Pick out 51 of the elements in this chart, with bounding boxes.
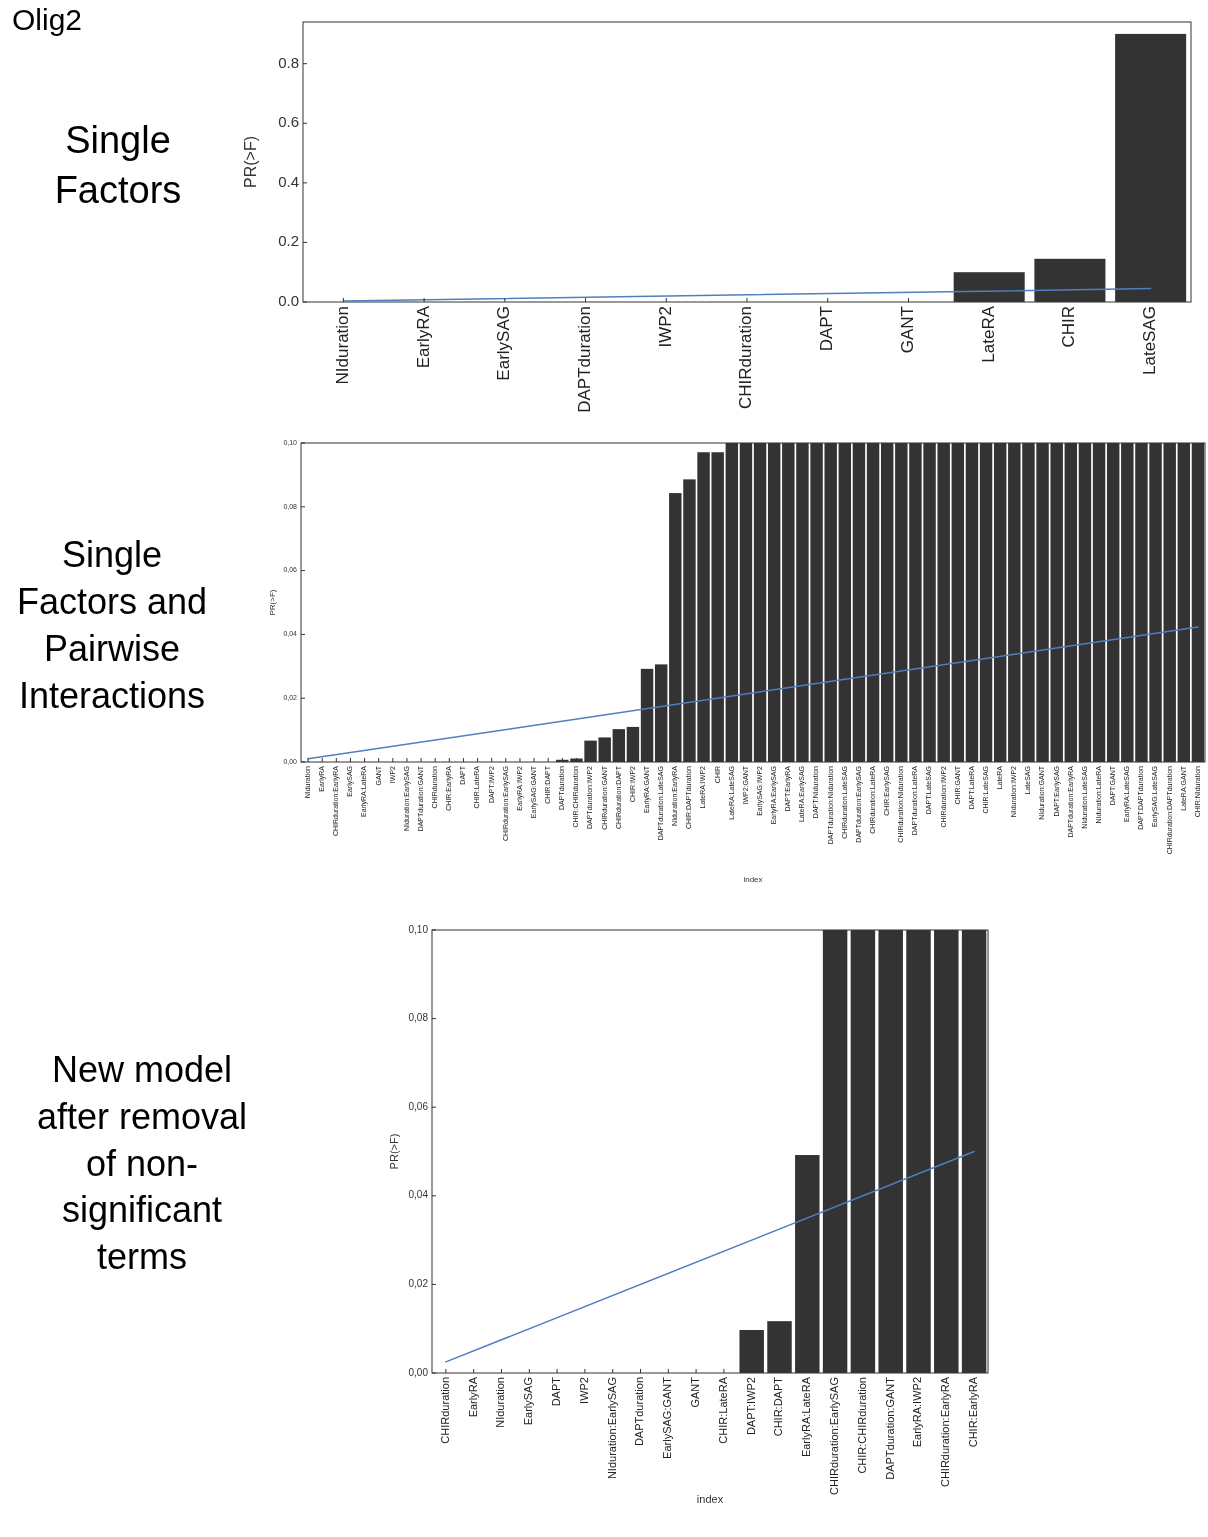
y-axis-title: PR(>F) xyxy=(267,589,277,616)
x-tick-label: EarlyRA xyxy=(466,1376,479,1418)
y-axis-title: PR(>F) xyxy=(242,136,259,188)
x-tick-label: CHIR:CHIRduration xyxy=(855,1377,868,1474)
x-tick-label: LateRA xyxy=(978,305,998,363)
x-tick-label: NIduration xyxy=(494,1377,507,1428)
x-tick-label: EarlySAG:GANT xyxy=(661,1376,674,1459)
y-tick-label: 0.4 xyxy=(278,172,299,190)
x-tick-label: DAPT:IWP2 xyxy=(744,1377,757,1436)
y-tick-label: 0,10 xyxy=(408,923,429,935)
x-tick-label: DAPTduration:GANT xyxy=(883,1376,896,1480)
x-tick-label: CHIR:LateRA xyxy=(716,1376,729,1444)
x-axis-title: index xyxy=(696,1493,724,1505)
x-tick-label: GANT xyxy=(689,1376,702,1408)
x-tick-label: IWP2 xyxy=(577,1377,590,1404)
text: Single Factors and Pairwise Interactions xyxy=(16,534,208,716)
x-tick-label: CHIR:EarlyRA xyxy=(967,1376,980,1448)
x-tick-label: GANT xyxy=(897,306,917,354)
y-tick-label: 0,04 xyxy=(408,1189,429,1201)
y-tick-label: 0.8 xyxy=(278,53,299,71)
x-tick-label: EarlyRA:IWP2 xyxy=(911,1377,924,1448)
x-tick-label: DAPTduration xyxy=(633,1377,646,1447)
x-tick-label: CHIRduration xyxy=(438,1377,451,1444)
x-tick-label: DAPT xyxy=(817,306,837,352)
x-tick-label: DAPTduration xyxy=(575,306,595,413)
x-tick-label: CHIRduration:EarlySAG xyxy=(828,1377,841,1495)
y-tick-label: 0.2 xyxy=(278,232,299,250)
y-tick-label: 0,06 xyxy=(408,1100,429,1112)
x-tick-label: EarlyRA xyxy=(413,305,433,369)
y-tick-label: 0,02 xyxy=(408,1278,429,1290)
x-tick-label: EarlyRA:LateRA xyxy=(800,1376,813,1458)
x-tick-label: EarlySAG xyxy=(494,306,514,381)
y-axis-title: PR(>F) xyxy=(388,1133,400,1170)
text: New model after removal of non-significant terms xyxy=(36,1048,248,1278)
x-tick-label: LateSAG xyxy=(1140,306,1160,375)
x-tick-label: DAPT xyxy=(550,1376,563,1407)
text: Single Factors xyxy=(54,119,182,211)
x-tick-label: IWP2 xyxy=(655,306,675,348)
x-tick-label: NIduration xyxy=(332,306,352,385)
x-tick-label: CHIRduration:EarlyRA xyxy=(939,1376,952,1488)
x-tick-label: EarlySAG xyxy=(522,1377,535,1426)
x-tick-label: CHIR xyxy=(1059,306,1079,348)
y-tick-label: 0.0 xyxy=(278,291,299,309)
y-tick-label: 0,00 xyxy=(408,1366,429,1378)
x-axis-title: index xyxy=(743,875,763,884)
y-tick-label: 0,08 xyxy=(408,1012,429,1024)
text: Olig2 xyxy=(12,3,83,36)
x-tick-label: CHIR:DAPT xyxy=(772,1376,785,1437)
y-tick-label: 0.6 xyxy=(278,113,299,131)
x-tick-label: NIduration:EarlySAG xyxy=(605,1377,618,1480)
x-tick-label: CHIRduration xyxy=(736,306,756,409)
